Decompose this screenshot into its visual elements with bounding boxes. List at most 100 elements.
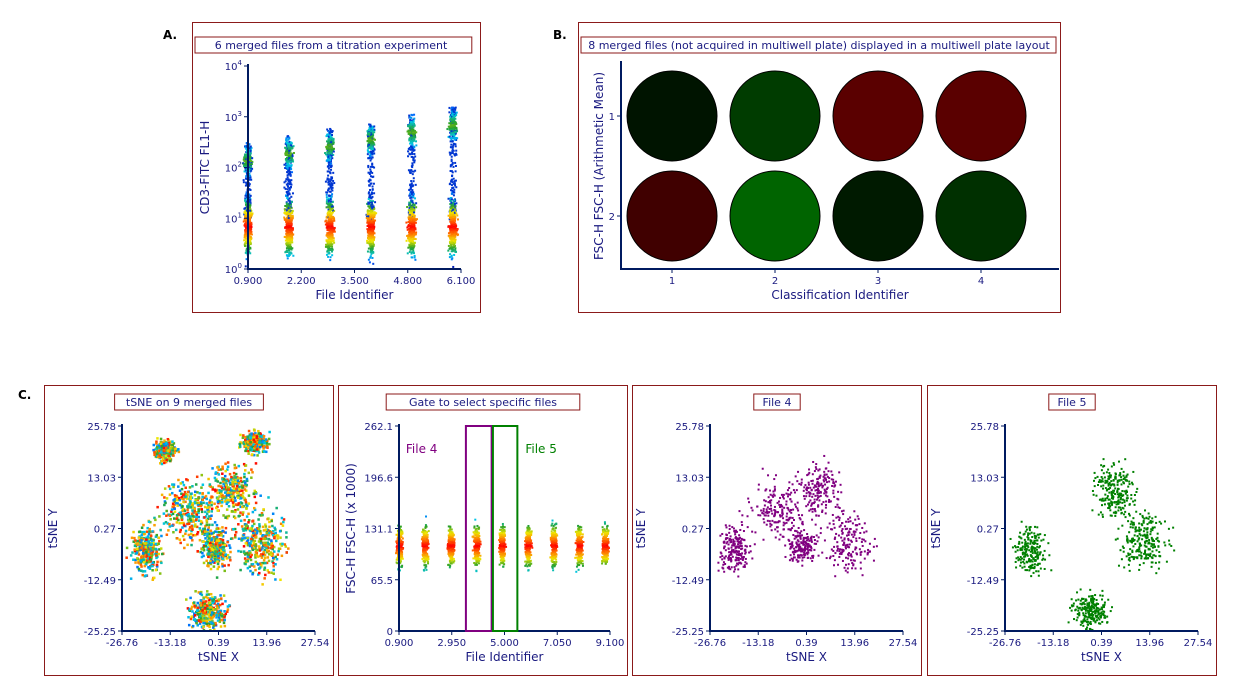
data-point	[245, 250, 248, 253]
data-point	[453, 198, 456, 201]
data-point	[367, 147, 370, 150]
data-point	[409, 226, 412, 229]
data-point	[286, 236, 289, 239]
data-point	[284, 166, 287, 169]
data-point	[287, 204, 290, 207]
data-point	[409, 200, 412, 203]
data-point	[370, 147, 373, 150]
data-point	[411, 251, 414, 254]
data-point	[371, 240, 374, 243]
data-point	[367, 140, 370, 143]
data-point	[413, 149, 416, 152]
well-circle	[832, 70, 924, 162]
data-point	[447, 244, 450, 247]
data-point	[174, 449, 178, 453]
data-point	[332, 153, 335, 156]
data-point	[328, 180, 331, 183]
data-point	[452, 225, 455, 228]
data-point	[413, 244, 416, 247]
data-point	[412, 177, 415, 180]
data-point	[252, 453, 256, 457]
data-point	[327, 199, 330, 202]
data-point	[373, 128, 376, 131]
data-point	[327, 133, 330, 136]
data-point	[289, 180, 292, 183]
data-point	[285, 190, 288, 193]
data-point	[371, 176, 374, 179]
data-point	[286, 196, 289, 199]
data-point	[245, 483, 249, 487]
data-point	[407, 216, 410, 219]
data-point	[412, 191, 415, 194]
data-point	[328, 243, 331, 246]
data-point	[253, 506, 256, 510]
data-point	[288, 188, 291, 191]
data-point	[372, 243, 375, 246]
data-point	[333, 182, 336, 185]
data-point	[182, 522, 186, 526]
data-point	[410, 119, 413, 122]
data-point	[284, 180, 287, 183]
data-point	[331, 211, 334, 214]
data-point	[327, 225, 330, 228]
data-point	[371, 171, 374, 174]
data-point	[327, 181, 330, 184]
data-point	[408, 126, 411, 129]
data-point	[244, 184, 247, 187]
data-point	[243, 557, 247, 560]
data-point	[329, 138, 332, 141]
data-point	[327, 203, 330, 206]
data-point	[413, 124, 416, 127]
data-point	[410, 199, 413, 202]
data-point	[448, 106, 451, 109]
data-point	[406, 234, 409, 237]
data-point	[248, 232, 251, 235]
data-point	[204, 524, 207, 528]
data-point	[452, 106, 455, 109]
data-point	[287, 226, 290, 229]
data-point	[372, 137, 375, 140]
data-point	[159, 462, 162, 465]
data-point	[412, 222, 415, 225]
data-point	[412, 195, 415, 198]
data-point	[287, 178, 290, 181]
data-point	[329, 171, 332, 174]
data-point	[209, 567, 213, 571]
data-point	[367, 197, 370, 200]
data-point	[371, 130, 374, 133]
data-point	[408, 114, 411, 117]
data-point	[369, 250, 372, 253]
data-point	[212, 606, 215, 610]
data-point	[287, 147, 290, 150]
data-point	[366, 140, 369, 143]
data-point	[454, 250, 457, 253]
data-point	[371, 210, 374, 213]
data-point	[287, 148, 290, 151]
data-point	[248, 202, 251, 205]
data-point	[451, 189, 454, 192]
data-point	[327, 223, 330, 226]
data-point	[199, 528, 202, 532]
data-point	[330, 188, 333, 191]
data-point	[410, 123, 413, 126]
data-point	[449, 153, 452, 156]
data-point	[449, 131, 452, 134]
data-point	[289, 232, 292, 235]
data-point	[284, 187, 287, 190]
data-point	[210, 501, 214, 504]
data-point	[329, 144, 332, 147]
data-point	[408, 243, 411, 246]
data-point	[452, 201, 455, 204]
data-point	[332, 227, 335, 230]
data-point	[290, 227, 293, 230]
data-point	[245, 182, 248, 185]
data-point	[288, 230, 291, 233]
data-point	[291, 157, 294, 160]
data-point	[249, 231, 252, 234]
data-point	[368, 235, 371, 238]
data-point	[370, 213, 373, 216]
data-point	[455, 149, 458, 152]
data-point	[368, 227, 371, 230]
chart-svg: 8 merged files (not acquired in multiwel…	[580, 36, 1059, 302]
data-point	[232, 490, 235, 494]
